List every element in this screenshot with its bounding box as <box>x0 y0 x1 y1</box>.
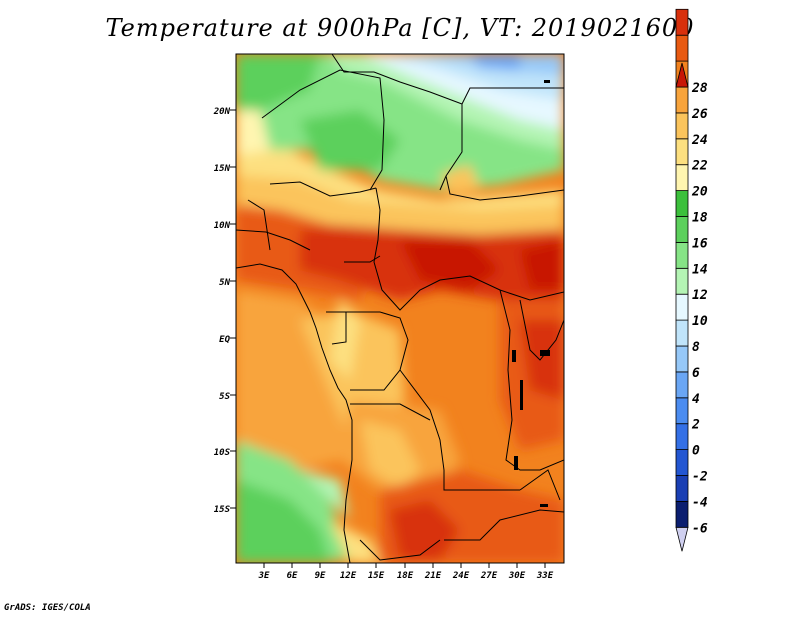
colorbar-segment <box>675 138 689 166</box>
colorbar-segment <box>675 216 689 243</box>
colorbar-max-triangle <box>675 62 689 88</box>
colorbar-segment <box>675 34 689 62</box>
colorbar-segment <box>675 345 689 373</box>
colorbar-segment <box>675 86 689 114</box>
colorbar-segment <box>675 371 689 399</box>
lat-label: 10N <box>214 221 231 231</box>
lon-label: 9E <box>315 571 326 581</box>
lon-label: 15E <box>368 571 385 581</box>
latitude-axis: 20N 15N 10N 5N EQ 5S 10S 15S <box>213 107 236 515</box>
colorbar-segment <box>675 267 689 295</box>
colorbar-segment <box>675 241 689 269</box>
colorbar-label: 6 <box>692 366 700 381</box>
colorbar-label: 0 <box>692 444 700 459</box>
lake-markers <box>512 80 550 507</box>
colorbar-segment <box>675 475 689 502</box>
colorbar-segment <box>675 112 689 140</box>
colorbar-min-triangle <box>675 526 689 552</box>
lon-label: 12E <box>340 571 357 581</box>
colorbar-segment <box>675 8 689 36</box>
colorbar-label: 16 <box>692 236 708 251</box>
colorbar-segment <box>675 423 689 451</box>
lon-label: 21E <box>424 571 442 581</box>
colorbar-segment <box>675 190 689 217</box>
country-boundaries <box>236 54 564 563</box>
lon-label: 6E <box>287 571 298 581</box>
lat-label: 5N <box>219 278 230 288</box>
lon-label: 24E <box>452 571 470 581</box>
lat-label: 10S <box>214 448 231 458</box>
map-frame <box>235 53 565 564</box>
colorbar-label: -2 <box>692 470 708 485</box>
colorbar-segment <box>675 500 689 528</box>
colorbar-label: 18 <box>692 211 708 226</box>
lat-label: EQ <box>219 335 230 345</box>
colorbar-label: 28 <box>691 81 708 96</box>
grads-credit: GrADS: IGES/COLA <box>4 603 91 613</box>
colorbar-label: 14 <box>692 262 708 277</box>
colorbar-label: -6 <box>692 521 708 536</box>
colorbar-label: 4 <box>692 392 700 407</box>
colorbar-label: 10 <box>692 314 708 329</box>
colorbar-label: -4 <box>692 495 708 510</box>
colorbar-label: 24 <box>691 133 708 148</box>
colorbar-label: 22 <box>691 159 708 174</box>
colorbar-label: 12 <box>692 288 708 303</box>
lat-label: 15S <box>214 505 231 515</box>
map-title: Temperature at 900hPa [C], VT: 201902160… <box>105 14 695 42</box>
colorbar-segment <box>675 293 689 321</box>
lon-label: 27E <box>480 571 498 581</box>
lon-label: 33E <box>536 571 554 581</box>
colorbar <box>675 8 689 552</box>
lon-label: 30E <box>508 571 526 581</box>
colorbar-label: 26 <box>691 107 708 122</box>
lat-label: 5S <box>219 392 230 402</box>
lat-label: 15N <box>214 164 231 174</box>
colorbar-segment <box>675 449 689 476</box>
colorbar-segment <box>675 319 689 347</box>
longitude-axis: 3E 6E 9E 12E 15E 18E 21E 24E 27E 30E 33E <box>258 563 554 581</box>
colorbar-label: 8 <box>692 340 700 355</box>
colorbar-label: 2 <box>691 418 700 433</box>
colorbar-label: 20 <box>691 185 708 200</box>
lon-label: 3E <box>258 571 270 581</box>
colorbar-segment <box>675 397 689 425</box>
lon-label: 18E <box>397 571 414 581</box>
colorbar-segment <box>675 164 689 191</box>
temperature-field <box>236 54 564 563</box>
lat-label: 20N <box>213 107 231 117</box>
